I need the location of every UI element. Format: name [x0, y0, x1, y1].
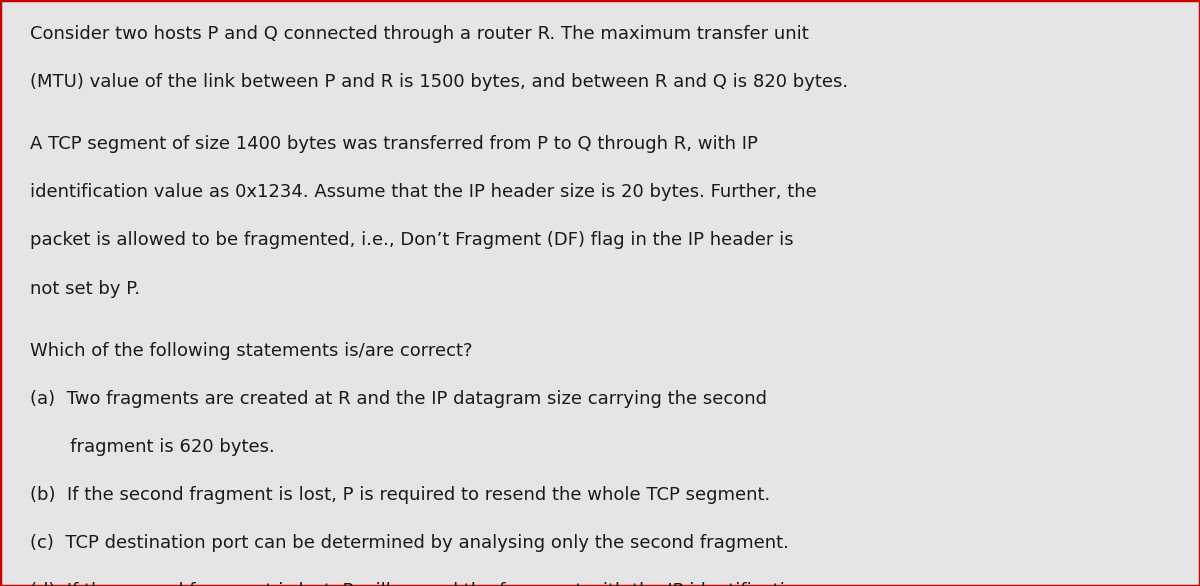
Text: fragment is 620 bytes.: fragment is 620 bytes.	[30, 438, 275, 456]
Text: (d)  If the second fragment is lost, R will resend the fragment with the IP iden: (d) If the second fragment is lost, R wi…	[30, 582, 808, 586]
Text: (a)  Two fragments are created at R and the IP datagram size carrying the second: (a) Two fragments are created at R and t…	[30, 390, 767, 408]
Text: (c)  TCP destination port can be determined by analysing only the second fragmen: (c) TCP destination port can be determin…	[30, 534, 788, 553]
Text: Consider two hosts P and Q connected through a router R. The maximum transfer un: Consider two hosts P and Q connected thr…	[30, 25, 809, 43]
Text: (b)  If the second fragment is lost, P is required to resend the whole TCP segme: (b) If the second fragment is lost, P is…	[30, 486, 770, 505]
Text: A TCP segment of size 1400 bytes was transferred from P to Q through R, with IP: A TCP segment of size 1400 bytes was tra…	[30, 135, 758, 154]
Text: packet is allowed to be fragmented, i.e., Don’t Fragment (DF) flag in the IP hea: packet is allowed to be fragmented, i.e.…	[30, 231, 793, 250]
Text: identification value as 0x1234. Assume that the IP header size is 20 bytes. Furt: identification value as 0x1234. Assume t…	[30, 183, 817, 202]
Text: Which of the following statements is/are correct?: Which of the following statements is/are…	[30, 342, 473, 360]
Text: (MTU) value of the link between P and R is 1500 bytes, and between R and Q is 82: (MTU) value of the link between P and R …	[30, 73, 848, 91]
Text: not set by P.: not set by P.	[30, 280, 140, 298]
